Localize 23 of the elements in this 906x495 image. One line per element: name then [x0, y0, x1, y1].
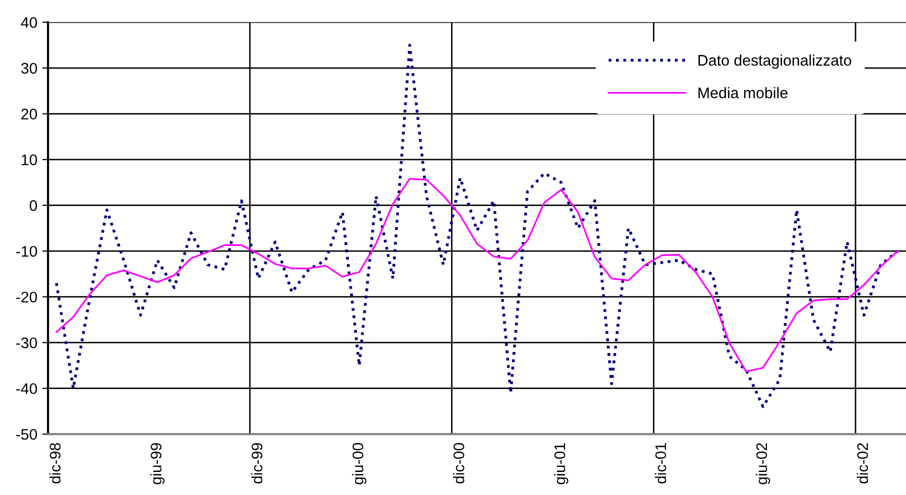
y-tick-label: 0 — [30, 200, 38, 211]
x-tick-label: dic-02 — [856, 443, 868, 484]
y-tick-label: 20 — [21, 108, 38, 120]
legend-label: Media mobile — [698, 87, 788, 98]
y-tick-label: -20 — [16, 292, 38, 303]
legend-label: Dato destagionalizzato — [698, 54, 852, 69]
x-tick-label: dic-01 — [654, 443, 666, 484]
y-tick-label: 10 — [22, 154, 38, 166]
x-tick-label: giu-02 — [756, 443, 770, 484]
y-tick-label: -10 — [16, 246, 38, 257]
line-series — [56, 178, 898, 372]
x-tick-label: giu-00 — [352, 443, 366, 484]
x-tick-label: dic-99 — [251, 443, 262, 484]
y-tick-label: -30 — [16, 337, 38, 348]
y-tick-label: 30 — [21, 62, 38, 74]
x-tick-label: dic-00 — [453, 443, 464, 484]
y-tick-label: 40 — [20, 17, 38, 28]
line-series — [55, 44, 899, 408]
y-tick-label: -50 — [16, 428, 38, 440]
x-tick-label: dic-98 — [49, 443, 61, 484]
y-tick-label: -40 — [16, 383, 38, 394]
x-tick-label: giu-01 — [554, 443, 568, 484]
x-tick-label: giu-99 — [150, 443, 164, 484]
